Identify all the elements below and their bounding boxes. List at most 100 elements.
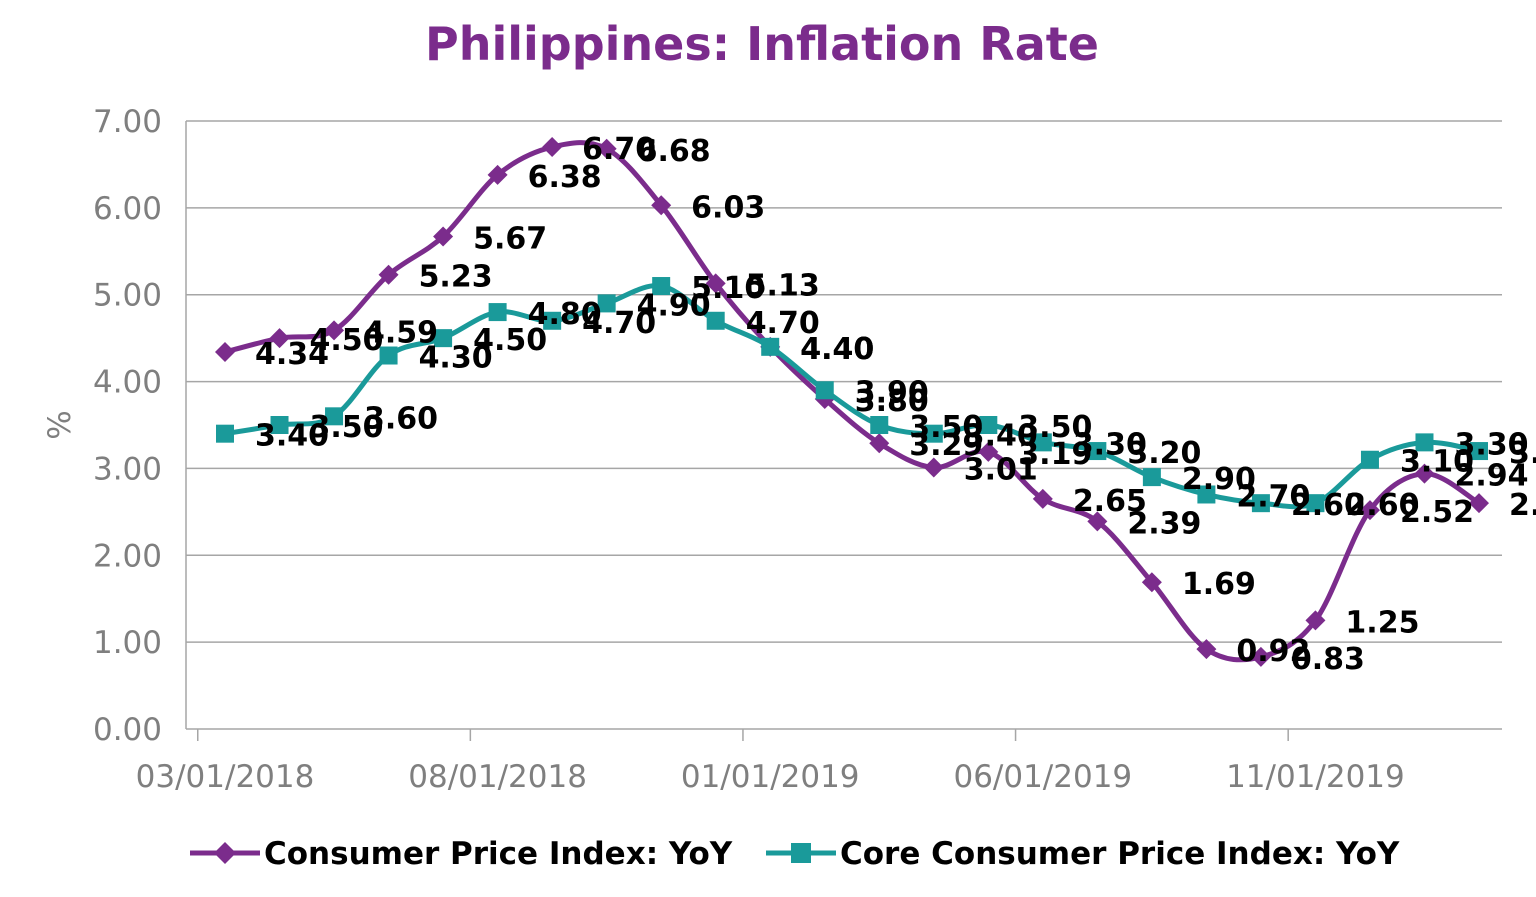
series-1-data-label-11: 3.90 [855, 375, 929, 410]
axes [185, 121, 1502, 741]
series-1-data-label-13: 3.40 [964, 419, 1038, 454]
series-1-point-17 [1142, 468, 1161, 487]
series-0-data-label-3: 5.23 [419, 260, 493, 295]
series-0-data-label-13: 3.01 [964, 453, 1038, 488]
series-0-data-label-1: 4.50 [310, 323, 384, 358]
series-0-data-label-5: 6.38 [528, 160, 602, 195]
series-0-point-4 [433, 226, 454, 247]
series-0-data-label-19: 0.83 [1291, 642, 1365, 677]
series-0-data-label-4: 5.67 [473, 222, 547, 257]
series-1-point-14 [979, 416, 998, 434]
series-1-data-label-16: 3.20 [1127, 436, 1201, 471]
series-1-data-label-3: 4.30 [419, 341, 493, 376]
y-tick-label-5: 5.00 [93, 278, 162, 314]
series-0-data-label-0: 4.34 [255, 337, 329, 372]
series-1-data-label-9: 4.70 [746, 306, 820, 341]
series-1-data-label-1: 3.50 [310, 410, 384, 445]
series-1-data-label-4: 4.50 [473, 323, 547, 358]
series-1-point-0 [216, 424, 234, 443]
series-1-point-22 [1415, 433, 1434, 452]
legend-marker-0 [214, 842, 236, 864]
y-tick-label-0: 0.00 [93, 712, 162, 748]
series-1-point-21 [1360, 450, 1379, 469]
series-1-point-20 [1306, 494, 1325, 513]
series-1-point-12 [870, 416, 889, 434]
series-1-point-2 [325, 407, 344, 426]
series-0-data-label-10: 4.40 [800, 332, 874, 367]
legend-marker-1 [791, 843, 811, 863]
y-axis-label: % [42, 410, 78, 439]
series-0-data-label-20: 1.25 [1345, 605, 1419, 640]
series-0-data-label-7: 6.68 [637, 134, 711, 169]
series-1-data-label-0: 3.40 [255, 419, 329, 454]
gridlines [186, 120, 1502, 643]
series-0-point-13 [923, 457, 944, 478]
series-0-data-label-18: 0.92 [1236, 634, 1310, 669]
series-1-data-label-12: 3.50 [909, 410, 983, 445]
series-1-data-label-14: 3.50 [1018, 410, 1092, 445]
x-tick-label-4: 11/01/2019 [1226, 759, 1405, 795]
series-0-point-0 [215, 342, 235, 363]
series-1-data-label-18: 2.70 [1236, 479, 1310, 514]
series-1-point-23 [1470, 442, 1488, 461]
series-1-data-label-21: 3.10 [1400, 445, 1474, 480]
y-tick-label-3: 3.00 [93, 451, 162, 487]
series-1-data-label-10: 4.40 [800, 332, 874, 367]
series-1-point-9 [706, 311, 725, 330]
series-1-data-label-22: 3.30 [1454, 427, 1528, 462]
series-0-point-19 [1250, 646, 1271, 667]
series-1-point-15 [1033, 433, 1052, 452]
series-0-data-label-22: 2.94 [1454, 459, 1528, 494]
series-1-data-label-6: 4.70 [582, 306, 656, 341]
series-0-data-label-6: 6.70 [582, 132, 656, 167]
series-1-data-label-5: 4.80 [528, 297, 602, 332]
series-0-point-14 [978, 441, 999, 462]
y-tick-label-1: 1.00 [93, 625, 162, 661]
series-0-point-22 [1414, 463, 1435, 484]
series-1-data-label-8: 5.10 [691, 271, 765, 306]
x-tick-label-0: 03/01/2018 [136, 759, 315, 795]
series-1-data-label-17: 2.90 [1182, 462, 1256, 497]
y-tick-label-7: 7.00 [93, 104, 162, 140]
series-1-point-7 [597, 294, 616, 313]
series-0-point-12 [869, 433, 890, 454]
series-1-data-label-23: 3.20 [1509, 436, 1536, 471]
series-0-point-8 [651, 195, 672, 216]
series-0-point-20 [1305, 610, 1326, 631]
series-0-data-label-2: 4.59 [364, 315, 438, 350]
series-1-point-13 [924, 424, 943, 443]
series-0-point-15 [1032, 488, 1053, 509]
series-0-data-label-8: 6.03 [691, 190, 765, 225]
series-1-point-19 [1251, 494, 1270, 513]
x-tick-labels: 03/01/2018 08/01/2018 01/01/2019 06/01/2019… [136, 759, 1405, 795]
series-0-point-1 [269, 328, 290, 349]
series-1-point-18 [1197, 485, 1216, 504]
series-1-point-1 [270, 416, 289, 434]
series-0-data-label-12: 3.29 [909, 428, 983, 463]
legend: Consumer Price Index: YoY Core Consumer P… [190, 836, 1400, 872]
x-tick-label-1: 08/01/2018 [408, 759, 587, 795]
series-1-point-4 [434, 329, 453, 348]
y-tick-label-2: 2.00 [93, 538, 162, 574]
series-0-data-label-11: 3.80 [855, 384, 929, 419]
series-1-data-label-7: 4.90 [637, 288, 711, 323]
series-1-point-3 [379, 346, 398, 365]
legend-label-0: Consumer Price Index: YoY [264, 836, 733, 872]
legend-label-1: Core Consumer Price Index: YoY [840, 836, 1400, 872]
series-0-point-2 [324, 320, 345, 341]
series-0-point-23 [1469, 493, 1489, 514]
series-1-data-label-19: 2.60 [1291, 488, 1365, 523]
series-0-data-label-21: 2.52 [1400, 495, 1474, 530]
series-1-point-8 [652, 277, 671, 296]
y-tick-label-6: 6.00 [93, 191, 162, 227]
series-0-point-3 [378, 264, 399, 285]
y-tick-labels: 0.00 1.00 2.00 3.00 4.00 5.00 6.00 7.00 [93, 104, 162, 748]
series-1-data-label-2: 3.60 [364, 401, 438, 436]
series-0-point-17 [1141, 572, 1162, 593]
series-0-data-label-9: 5.13 [746, 268, 820, 303]
series-1-point-16 [1088, 442, 1107, 461]
series-0-data-label-23: 2.60 [1509, 488, 1536, 523]
x-tick-label-2: 01/01/2019 [681, 759, 860, 795]
series-1-data-label-15: 3.30 [1073, 427, 1147, 462]
